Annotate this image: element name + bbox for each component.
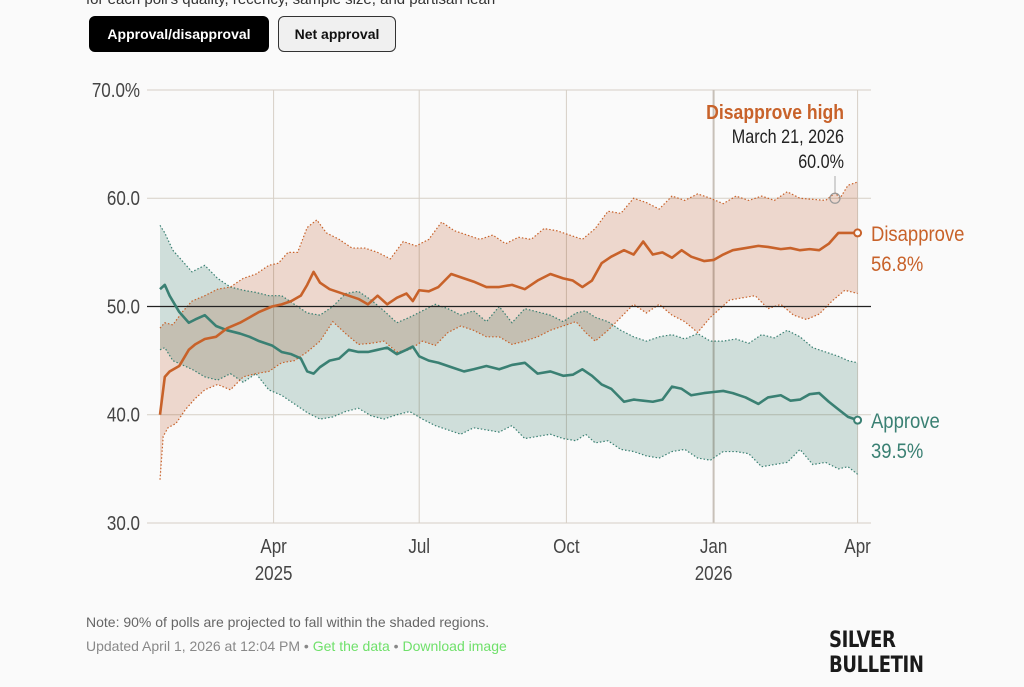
silver-bulletin-logo: SILVER BULLETIN <box>829 628 924 678</box>
disapprove-band <box>160 182 858 480</box>
disapprove-line <box>158 231 858 415</box>
separator: • <box>389 638 403 654</box>
footer-updated: Updated April 1, 2026 at 12:04 PM • Get … <box>86 638 507 654</box>
highlight-circle <box>829 192 841 204</box>
approve-end-value: 39.5% <box>871 440 923 463</box>
disapprove-band-lower-edge <box>159 289 858 480</box>
approve-band-upper-edge <box>159 224 858 364</box>
approve-band <box>160 225 858 475</box>
disapprove-line-end-marker <box>853 228 863 238</box>
x-tick-label: Apr <box>260 535 286 558</box>
footer-note: Note: 90% of polls are projected to fall… <box>86 614 490 630</box>
annotation-group: Disapprove high March 21, 2026 60.0% <box>706 101 844 204</box>
approve-line-end-marker <box>853 415 863 425</box>
disapprove-end-name: Disapprove <box>871 223 964 246</box>
updated-timestamp: Updated April 1, 2026 at 12:04 PM <box>86 638 301 654</box>
separator: • <box>300 638 313 654</box>
x-tick-label: Jul <box>408 535 430 558</box>
x-tick-label: Oct <box>553 535 580 558</box>
disapprove-end-value: 56.8% <box>871 253 923 276</box>
approve-line <box>159 283 859 422</box>
approve-band-lower-edge <box>159 346 858 475</box>
approval-disapproval-toggle[interactable]: Approval/disapproval <box>89 16 269 52</box>
axes: 70.0% 60.0 50.0 40.0 30.0 Apr 2025 Jul Oct Jan 202… <box>92 79 871 585</box>
chart-subtitle: for each poll's quality, recency, sample… <box>86 0 495 8</box>
net-approval-toggle[interactable]: Net approval <box>278 16 396 52</box>
annotation-title: Disapprove high <box>706 101 844 123</box>
y-tick-label: 70.0% <box>92 79 140 102</box>
x-tick-year: 2026 <box>695 562 733 585</box>
annotation-date: March 21, 2026 <box>732 126 844 148</box>
y-tick-label: 50.0 <box>107 295 140 318</box>
bands <box>159 181 858 480</box>
end-labels: Disapprove 56.8% Approve 39.5% <box>871 223 964 463</box>
x-tick-label: Apr <box>844 535 870 558</box>
approve-end-name: Approve <box>871 410 940 433</box>
annotation-value: 60.0% <box>798 151 844 173</box>
series-lines <box>158 228 863 425</box>
y-tick-label: 30.0 <box>107 512 140 535</box>
y-tick-label: 60.0 <box>107 187 140 210</box>
approval-chart: 70.0% 60.0 50.0 40.0 30.0 Apr 2025 Jul Oct Jan 202… <box>92 79 965 585</box>
get-data-link[interactable]: Get the data <box>312 638 390 654</box>
x-tick-year: 2025 <box>255 562 293 585</box>
download-image-link[interactable]: Download image <box>402 638 507 654</box>
x-tick-label: Jan <box>700 535 727 558</box>
y-tick-label: 40.0 <box>107 403 140 426</box>
